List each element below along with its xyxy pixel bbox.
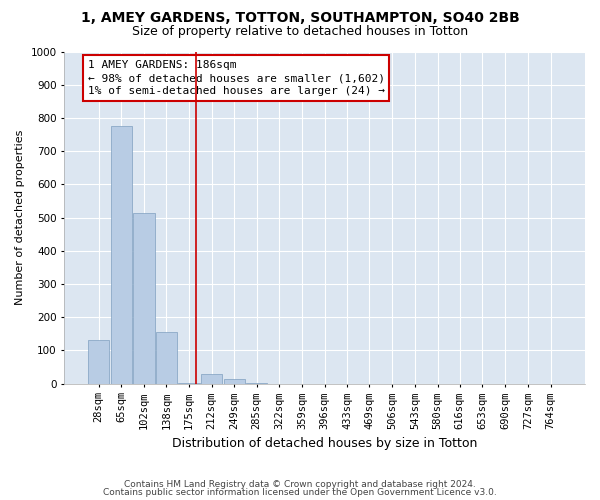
Bar	[246, 383, 267, 384]
Text: 1, AMEY GARDENS, TOTTON, SOUTHAMPTON, SO40 2BB: 1, AMEY GARDENS, TOTTON, SOUTHAMPTON, SO…	[80, 11, 520, 25]
Text: Contains HM Land Registry data © Crown copyright and database right 2024.: Contains HM Land Registry data © Crown c…	[124, 480, 476, 489]
X-axis label: Distribution of detached houses by size in Totton: Distribution of detached houses by size …	[172, 437, 478, 450]
Text: Contains public sector information licensed under the Open Government Licence v3: Contains public sector information licen…	[103, 488, 497, 497]
Text: 1 AMEY GARDENS: 186sqm
← 98% of detached houses are smaller (1,602)
1% of semi-d: 1 AMEY GARDENS: 186sqm ← 98% of detached…	[88, 60, 385, 96]
Bar	[201, 374, 223, 384]
Bar	[133, 212, 155, 384]
Y-axis label: Number of detached properties: Number of detached properties	[15, 130, 25, 305]
Bar	[178, 382, 200, 384]
Bar	[111, 126, 132, 384]
Text: Size of property relative to detached houses in Totton: Size of property relative to detached ho…	[132, 25, 468, 38]
Bar	[155, 332, 177, 384]
Bar	[224, 378, 245, 384]
Bar	[88, 340, 109, 384]
